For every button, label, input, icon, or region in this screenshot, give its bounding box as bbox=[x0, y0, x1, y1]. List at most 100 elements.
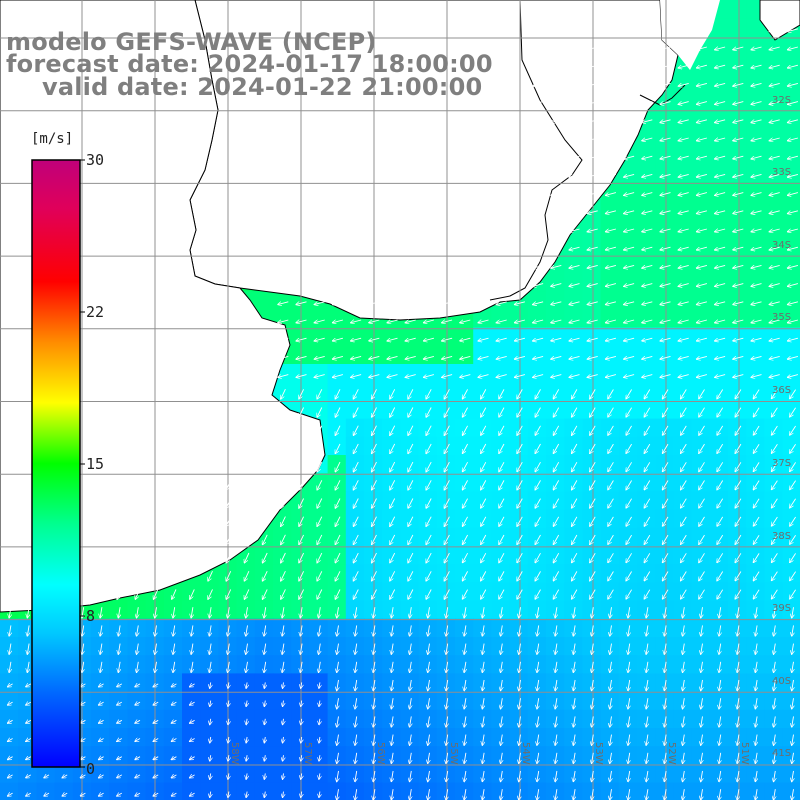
wind-cell bbox=[746, 546, 765, 565]
wind-cell bbox=[782, 782, 800, 800]
wind-cell bbox=[0, 782, 19, 800]
wind-arrow bbox=[569, 155, 580, 159]
wind-cell bbox=[400, 691, 420, 711]
wind-cell bbox=[618, 382, 638, 401]
wind-cell bbox=[673, 728, 693, 747]
wind-cell bbox=[764, 728, 784, 747]
wind-cell bbox=[709, 509, 729, 529]
wind-cell bbox=[655, 473, 674, 492]
colorbar-tick-label: 15 bbox=[86, 455, 105, 473]
wind-cell bbox=[364, 473, 383, 492]
wind-cell bbox=[564, 691, 583, 711]
wind-cell bbox=[655, 382, 674, 401]
wind-cell bbox=[582, 655, 602, 674]
wind-cell bbox=[600, 473, 620, 492]
wind-cell bbox=[327, 364, 347, 383]
wind-arrow bbox=[369, 301, 380, 305]
wind-cell bbox=[418, 728, 438, 747]
wind-cell bbox=[637, 746, 656, 765]
wind-cell bbox=[764, 382, 784, 401]
wind-arrow bbox=[660, 246, 671, 250]
wind-cell bbox=[546, 491, 565, 511]
wind-cell bbox=[564, 473, 583, 492]
wind-cell bbox=[364, 637, 383, 656]
wind-cell bbox=[527, 564, 547, 583]
wind-cell bbox=[127, 655, 147, 674]
wind-cell bbox=[236, 637, 256, 656]
wind-cell bbox=[473, 673, 492, 693]
wind-cell bbox=[182, 746, 201, 765]
wind-arrow bbox=[314, 337, 325, 341]
wind-arrow bbox=[551, 64, 562, 68]
wind-cell bbox=[491, 309, 511, 329]
wind-cell bbox=[655, 309, 674, 329]
wind-cell bbox=[582, 509, 602, 529]
wind-cell bbox=[364, 509, 383, 529]
wind-arrow bbox=[478, 337, 489, 341]
wind-arrow bbox=[587, 301, 598, 305]
latitude-label: 34S bbox=[772, 240, 792, 251]
wind-arrow bbox=[678, 283, 689, 287]
wind-cell bbox=[655, 746, 674, 765]
wind-cell bbox=[163, 691, 183, 711]
wind-cell bbox=[473, 418, 492, 438]
wind-arrow bbox=[551, 337, 562, 341]
wind-cell bbox=[691, 564, 711, 583]
wind-cell bbox=[236, 564, 256, 583]
wind-cell bbox=[327, 728, 347, 747]
wind-cell bbox=[618, 691, 638, 711]
wind-arrow bbox=[733, 173, 744, 177]
wind-cell bbox=[491, 655, 511, 674]
wind-cell bbox=[418, 564, 438, 583]
wind-cell bbox=[236, 746, 256, 765]
wind-cell bbox=[254, 618, 274, 638]
wind-cell bbox=[400, 382, 420, 401]
wind-cell bbox=[709, 36, 729, 56]
wind-cell bbox=[400, 509, 420, 529]
wind-arrow bbox=[605, 337, 617, 341]
wind-arrow bbox=[715, 155, 726, 159]
wind-cell bbox=[655, 109, 674, 128]
wind-cell bbox=[582, 637, 602, 656]
wind-cell bbox=[309, 691, 329, 711]
wind-arrow bbox=[496, 374, 507, 378]
wind-arrow bbox=[696, 210, 708, 214]
wind-cell bbox=[436, 728, 456, 747]
wind-cell bbox=[764, 200, 784, 219]
wind-cell bbox=[455, 527, 474, 547]
wind-arrow bbox=[605, 374, 617, 378]
wind-cell bbox=[200, 618, 219, 638]
wind-cell bbox=[309, 327, 329, 347]
wind-cell bbox=[618, 309, 638, 329]
wind-cell bbox=[673, 109, 693, 128]
wind-cell bbox=[473, 491, 492, 511]
wind-cell bbox=[400, 637, 420, 656]
wind-cell bbox=[418, 764, 438, 784]
wind-arrow bbox=[278, 319, 289, 323]
wind-cell bbox=[782, 509, 800, 529]
wind-arrow bbox=[733, 46, 744, 50]
wind-cell bbox=[709, 127, 729, 147]
wind-cell bbox=[600, 655, 620, 674]
wind-arrow bbox=[715, 46, 726, 50]
wind-cell bbox=[400, 728, 420, 747]
wind-cell bbox=[436, 400, 456, 420]
wind-cell bbox=[109, 728, 128, 747]
wind-cell bbox=[637, 145, 656, 165]
wind-cell bbox=[746, 200, 765, 219]
wind-cell bbox=[200, 637, 219, 656]
wind-cell bbox=[509, 618, 529, 638]
wind-cell bbox=[509, 436, 529, 456]
wind-arrow bbox=[587, 228, 598, 232]
wind-cell bbox=[418, 436, 438, 456]
wind-cell bbox=[564, 418, 583, 438]
wind-cell bbox=[618, 273, 638, 292]
wind-cell bbox=[382, 345, 401, 365]
wind-arrow bbox=[678, 155, 689, 159]
wind-cell bbox=[637, 546, 656, 565]
wind-cell bbox=[618, 782, 638, 800]
longitude-label: 58W bbox=[229, 742, 240, 765]
wind-cell bbox=[364, 564, 383, 583]
wind-cell bbox=[746, 655, 765, 674]
